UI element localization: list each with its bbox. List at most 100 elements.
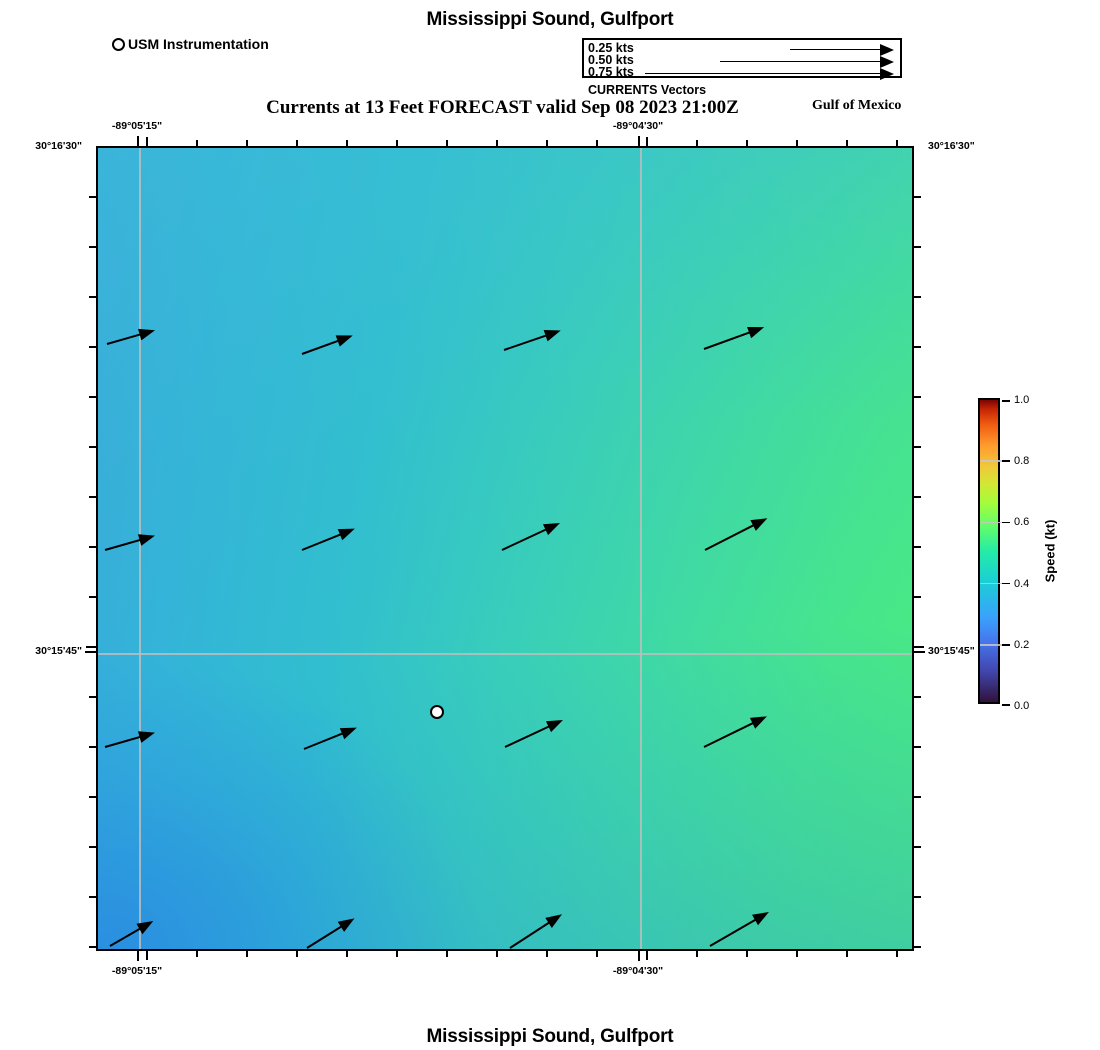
axis-tick xyxy=(546,951,548,957)
axis-tick xyxy=(914,496,921,498)
vector-legend-shaft xyxy=(720,61,880,63)
colorbar-title: Speed (kt) xyxy=(1042,519,1058,583)
axis-tick xyxy=(846,951,848,957)
axis-tick xyxy=(914,796,921,798)
axis-tick xyxy=(696,951,698,957)
colorbar-tick-label: 0.2 xyxy=(1014,638,1030,651)
axis-tick-label: 30°15'45" xyxy=(928,645,975,657)
axis-tick xyxy=(914,651,925,653)
axis-tick xyxy=(914,746,921,748)
colorbar-tick xyxy=(1002,704,1010,706)
axis-tick xyxy=(914,546,921,548)
usm-instrumentation-marker[interactable] xyxy=(430,705,444,719)
colorbar-gridmark xyxy=(980,644,1002,646)
axis-tick xyxy=(446,140,448,146)
axis-tick xyxy=(137,951,139,961)
axis-tick xyxy=(914,196,921,198)
axis-tick xyxy=(914,346,921,348)
colorbar-gridmark xyxy=(980,582,1002,585)
axis-tick xyxy=(696,140,698,146)
axis-tick xyxy=(146,951,148,960)
colorbar-tick xyxy=(1002,400,1010,402)
axis-tick xyxy=(89,696,96,698)
axis-tick xyxy=(896,140,898,146)
vector-scale-legend: 0.25 kts 0.50 kts 0.75 kts xyxy=(582,38,902,80)
axis-tick xyxy=(638,136,640,146)
axis-tick xyxy=(638,951,640,961)
axis-tick xyxy=(496,140,498,146)
axis-tick xyxy=(89,546,96,548)
axis-tick xyxy=(914,646,924,648)
axis-tick-label: -89°04'30" xyxy=(612,965,664,977)
forecast-subtitle: Currents at 13 Feet FORECAST valid Sep 0… xyxy=(266,97,739,118)
region-label: Gulf of Mexico xyxy=(812,98,902,113)
axis-tick xyxy=(196,140,198,146)
axis-tick xyxy=(396,140,398,146)
axis-tick xyxy=(914,696,921,698)
axis-tick xyxy=(89,746,96,748)
axis-tick xyxy=(246,951,248,957)
axis-tick xyxy=(89,446,96,448)
axis-tick xyxy=(346,140,348,146)
station-legend-label: USM Instrumentation xyxy=(128,36,269,52)
axis-tick xyxy=(196,951,198,957)
axis-tick-label: -89°05'15" xyxy=(111,965,163,977)
axis-tick xyxy=(137,136,139,146)
colorbar-tick-label: 0.6 xyxy=(1014,516,1030,529)
vector-legend-caption: CURRENTS Vectors xyxy=(588,83,707,97)
gridline-vertical xyxy=(640,148,642,949)
colorbar-gridmark xyxy=(980,521,1002,524)
vector-legend-arrowhead-icon xyxy=(880,68,894,80)
axis-tick xyxy=(596,140,598,146)
axis-tick xyxy=(846,140,848,146)
axis-tick xyxy=(86,646,96,648)
axis-tick xyxy=(646,137,648,146)
axis-tick xyxy=(914,846,921,848)
colorbar-tick-label: 1.0 xyxy=(1014,394,1030,406)
axis-tick xyxy=(146,137,148,146)
axis-tick xyxy=(596,951,598,957)
currents-map-plot xyxy=(96,146,914,951)
gridline-horizontal xyxy=(98,653,912,655)
vector-legend-label: 0.25 kts xyxy=(588,41,634,55)
vector-legend-row: 0.75 kts xyxy=(584,66,900,80)
vector-legend-arrowhead-icon xyxy=(880,44,894,56)
axis-tick xyxy=(89,896,96,898)
axis-tick-label: 30°16'30" xyxy=(35,140,82,152)
axis-tick-label: -89°04'30" xyxy=(612,120,664,132)
axis-tick xyxy=(914,596,921,598)
colorbar-tick xyxy=(1002,644,1010,646)
vector-legend-shaft xyxy=(645,73,880,75)
axis-tick xyxy=(396,951,398,957)
axis-tick xyxy=(89,596,96,598)
axis-tick xyxy=(646,951,648,960)
axis-tick xyxy=(89,796,96,798)
open-circle-marker-icon xyxy=(112,37,125,51)
colorbar-tick-label: 0.0 xyxy=(1014,700,1030,712)
axis-tick xyxy=(914,946,921,948)
axis-tick-label: 30°15'45" xyxy=(35,645,82,657)
axis-tick xyxy=(446,951,448,957)
colorbar-tick-label: 0.4 xyxy=(1014,577,1030,590)
axis-tick xyxy=(85,651,96,653)
axis-tick xyxy=(546,140,548,146)
axis-tick xyxy=(496,951,498,957)
vector-legend-row: 0.25 kts xyxy=(584,41,900,56)
axis-tick xyxy=(896,951,898,957)
axis-tick xyxy=(796,951,798,957)
axis-tick xyxy=(89,396,96,398)
axis-tick xyxy=(914,896,921,898)
colorbar-tick xyxy=(1002,460,1010,462)
vector-legend-label: 0.50 kts xyxy=(588,53,634,67)
axis-tick xyxy=(914,396,921,398)
axis-tick xyxy=(914,446,921,448)
axis-tick xyxy=(296,951,298,957)
axis-tick xyxy=(89,346,96,348)
page-title: Mississippi Sound, Gulfport xyxy=(426,9,674,30)
vector-legend-arrowhead-icon xyxy=(880,56,894,68)
axis-tick xyxy=(89,496,96,498)
bottom-title: Mississippi Sound, Gulfport xyxy=(426,1026,674,1047)
axis-tick xyxy=(914,246,921,248)
axis-tick xyxy=(914,296,921,298)
colorbar-gridmark xyxy=(980,460,1002,462)
